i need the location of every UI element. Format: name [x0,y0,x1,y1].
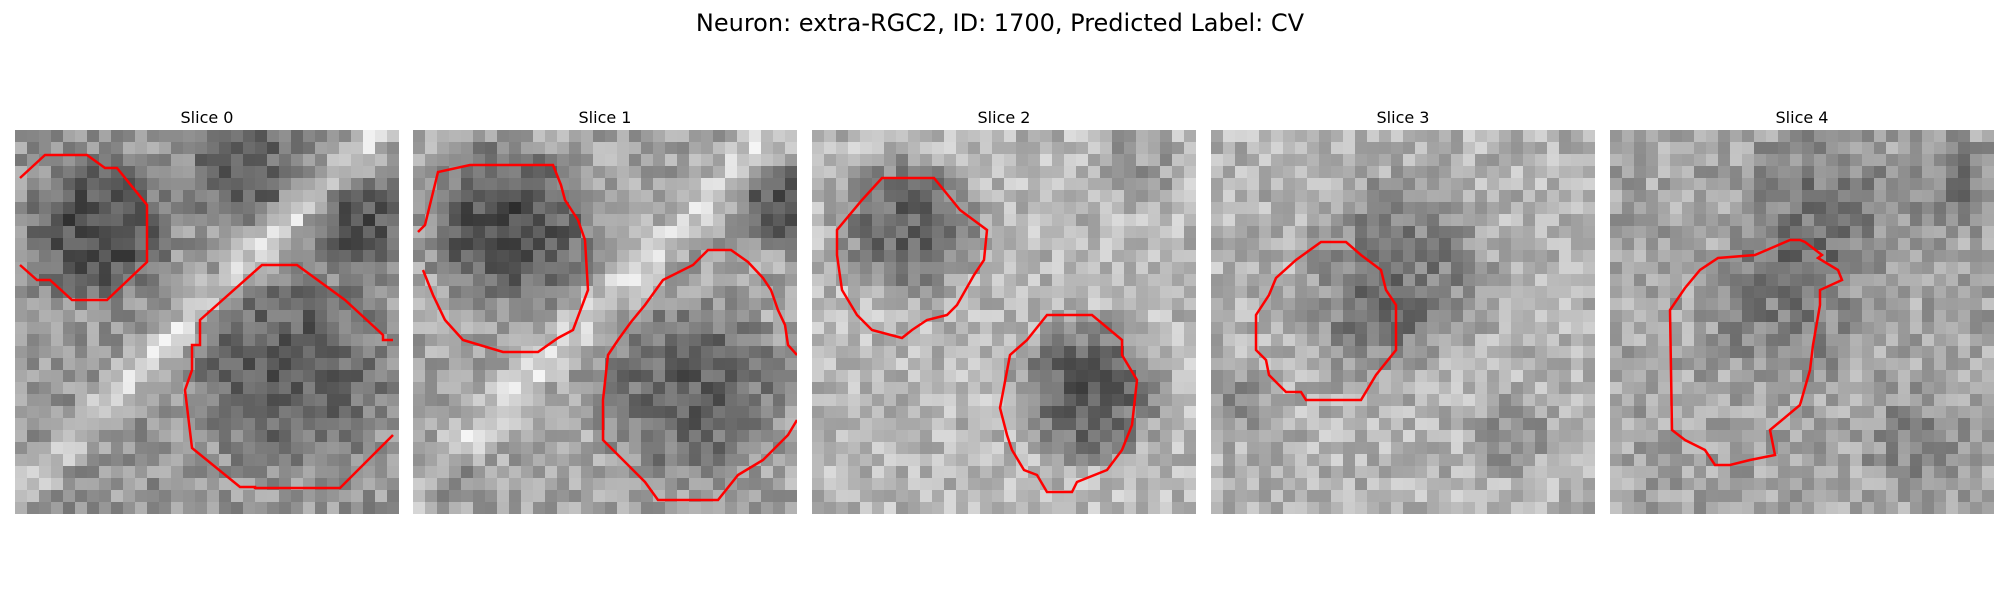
slice-image-3 [1211,130,1595,514]
contour-4a [1668,238,1844,467]
slice-image-0 [15,130,399,514]
contour-2b [998,313,1139,494]
slice-image-2 [812,130,1196,514]
slice-pixels-3 [1211,130,1595,514]
slice-title-1: Slice 1 [578,108,632,127]
slice-pixels-2 [812,130,1196,514]
slice-panel-1: Slice 1 [413,108,797,514]
slice-title-0: Slice 0 [180,108,234,127]
contour-2a [835,176,989,340]
slice-image-1 [413,130,797,514]
slice-pixels-1 [413,130,797,514]
figure-title: Neuron: extra-RGC2, ID: 1700, Predicted … [695,9,1305,37]
slice-title-3: Slice 3 [1376,108,1430,127]
slice-title-4: Slice 4 [1775,108,1829,127]
contour-1a [417,163,590,354]
slice-panel-0: Slice 0 [15,108,399,514]
contour-3a [1254,240,1398,402]
slice-pixels-0 [15,130,399,514]
slice-panel-3: Slice 3 [1211,108,1595,514]
slice-pixels-4 [1610,130,1994,514]
contour-1b [601,248,797,502]
slice-image-4 [1610,130,1994,514]
slice-panel-2: Slice 2 [812,108,1196,514]
slice-title-2: Slice 2 [977,108,1031,127]
slice-panel-4: Slice 4 [1610,108,1994,514]
contour-0b [183,263,394,490]
contour-0a [19,153,149,302]
